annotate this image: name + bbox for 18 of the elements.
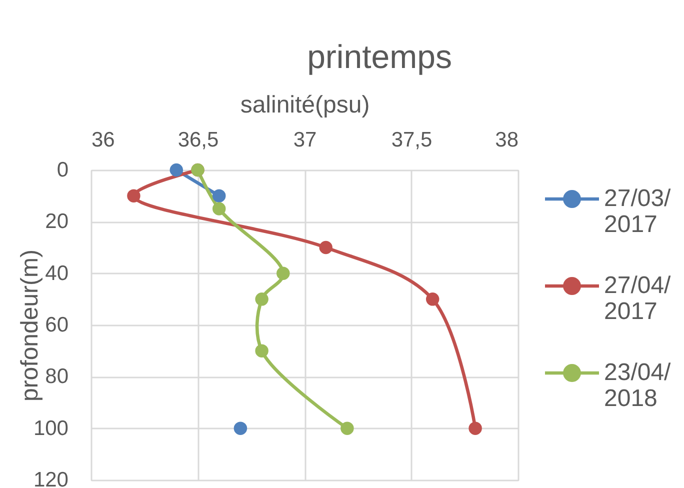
x-axis-title: salinité(psu) xyxy=(240,92,370,118)
x-tick-label: 36 xyxy=(92,128,115,152)
legend-label: 27/04/2017 xyxy=(604,272,672,325)
x-tick-label: 36,5 xyxy=(178,128,219,152)
y-tick-label: 120 xyxy=(33,468,68,488)
y-tick-label: 60 xyxy=(45,314,68,336)
legend-label: 27/03/2017 xyxy=(604,185,672,238)
y-tick-label: 20 xyxy=(45,210,68,234)
y-tick-label: 40 xyxy=(45,262,68,285)
x-tick-label: 37,5 xyxy=(391,128,432,152)
y-tick-label: 100 xyxy=(33,416,68,440)
legend-label: 23/04/2018 xyxy=(604,359,672,412)
y-tick-label: 0 xyxy=(56,158,68,182)
x-tick-label: 38 xyxy=(495,128,518,152)
y-axis-title: profondeur(m) xyxy=(16,249,44,402)
y-tick-label: 80 xyxy=(45,365,68,388)
chart-title: printemps xyxy=(307,38,452,75)
x-tick-label: 37 xyxy=(293,128,317,152)
